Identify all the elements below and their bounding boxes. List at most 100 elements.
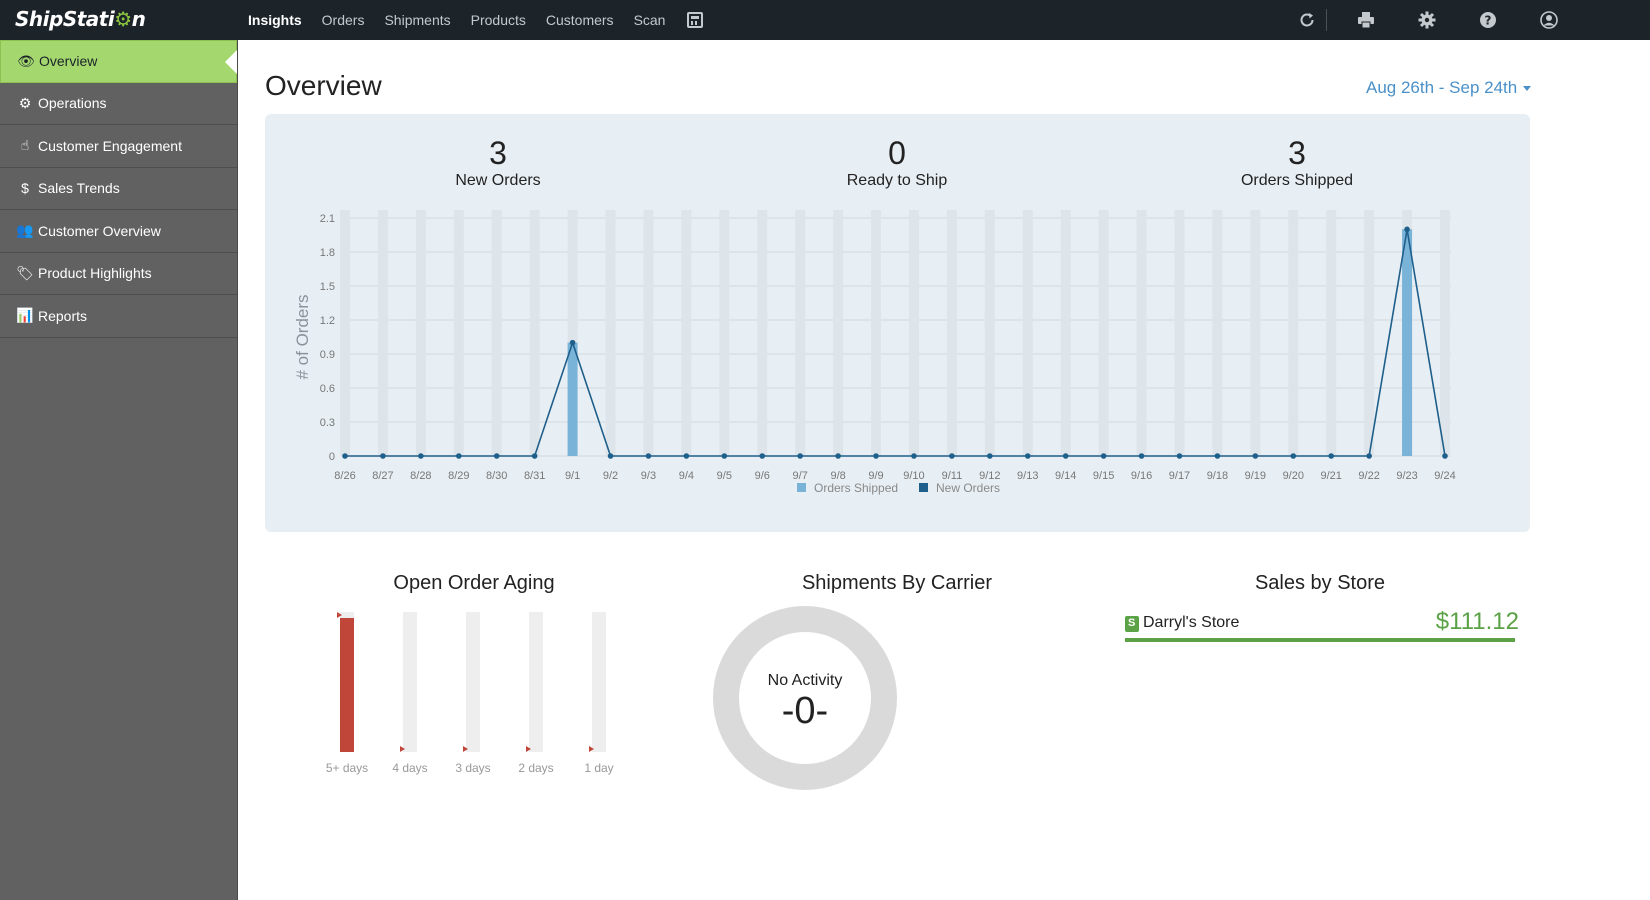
- orders-chart-panel: 3 New Orders 0 Ready to Ship 3 Orders Sh…: [265, 114, 1530, 532]
- y-tick-label: 0.9: [320, 349, 335, 361]
- aging-bar-track: [403, 612, 417, 752]
- shipstation-logo[interactable]: ShipStati⚙n: [15, 7, 146, 31]
- column-band: [1364, 210, 1375, 456]
- x-tick-label: 9/15: [1093, 470, 1114, 482]
- eye-icon: 👁: [17, 52, 35, 69]
- stat-value: 0: [888, 135, 906, 171]
- x-tick-label: 9/5: [717, 470, 732, 482]
- y-tick-label: 1.8: [320, 247, 335, 259]
- x-tick-label: 9/13: [1017, 470, 1038, 482]
- sidebar-item-label: Sales Trends: [38, 180, 120, 197]
- top-navigation-bar: ShipStati⚙n Insights Orders Shipments Pr…: [0, 0, 1650, 40]
- nav-insights[interactable]: Insights: [248, 12, 302, 28]
- sidebar-item-label: Customer Engagement: [38, 137, 182, 154]
- column-band: [1174, 210, 1185, 456]
- tags-icon: 🏷: [16, 264, 34, 281]
- gear-icon[interactable]: [1417, 10, 1437, 30]
- date-range-picker[interactable]: Aug 26th - Sep 24th: [1366, 78, 1532, 98]
- sidebar-item-label: Operations: [38, 95, 107, 112]
- sidebar: 👁 Overview ⚙ Operations ☝ Customer Engag…: [0, 40, 238, 900]
- column-band: [1098, 210, 1109, 456]
- help-icon[interactable]: ?: [1478, 10, 1498, 30]
- store-sales-value: $111.12: [1435, 608, 1519, 635]
- stat-ready-to-ship: 0 Ready to Ship: [797, 134, 997, 190]
- main-nav: Insights Orders Shipments Products Custo…: [248, 0, 704, 40]
- stat-orders-shipped: 3 Orders Shipped: [1197, 134, 1397, 190]
- point-new-orders: [911, 453, 917, 459]
- point-new-orders: [380, 453, 386, 459]
- point-new-orders: [1442, 453, 1448, 459]
- column-band: [833, 210, 844, 456]
- column-band: [1060, 210, 1071, 456]
- calculator-icon[interactable]: [687, 12, 704, 28]
- x-tick-label: 9/19: [1245, 470, 1266, 482]
- shipments-by-carrier-title: Shipments By Carrier: [801, 572, 993, 594]
- y-tick-label: 0.6: [320, 383, 335, 395]
- column-band: [946, 210, 957, 456]
- column-band: [1250, 210, 1261, 456]
- aging-marker: [589, 746, 594, 752]
- user-icon[interactable]: [1539, 10, 1559, 30]
- sidebar-item-product-highlights[interactable]: 🏷 Product Highlights: [0, 253, 237, 295]
- x-tick-label: 9/3: [641, 470, 656, 482]
- x-tick-label: 9/9: [868, 470, 883, 482]
- no-activity-label: No Activity: [767, 672, 843, 689]
- nav-shipments[interactable]: Shipments: [384, 12, 451, 28]
- point-new-orders: [835, 453, 841, 459]
- sidebar-item-operations[interactable]: ⚙ Operations: [0, 83, 237, 125]
- y-tick-label: 2.1: [320, 213, 335, 225]
- aging-label: 5+ days: [326, 761, 368, 775]
- nav-products[interactable]: Products: [470, 12, 526, 28]
- nav-orders[interactable]: Orders: [321, 12, 365, 28]
- column-band: [1136, 210, 1147, 456]
- store-row[interactable]: Darryl's Store $111.12: [1125, 608, 1519, 642]
- column-band: [719, 210, 730, 456]
- point-new-orders: [1366, 453, 1372, 459]
- sidebar-item-customer-engagement[interactable]: ☝ Customer Engagement: [0, 125, 237, 168]
- aging-bar-track: [466, 612, 480, 752]
- carrier-donut-chart: No Activity -0-: [713, 606, 897, 790]
- legend-label-new-orders: New Orders: [936, 481, 1000, 495]
- sidebar-item-sales-trends[interactable]: $ Sales Trends: [0, 168, 237, 210]
- x-tick-label: 8/28: [410, 470, 431, 482]
- column-band: [795, 210, 806, 456]
- stat-new-orders: 3 New Orders: [398, 134, 598, 190]
- x-tick-label: 9/22: [1358, 470, 1379, 482]
- x-tick-label: 9/4: [679, 470, 694, 482]
- nav-scan[interactable]: Scan: [633, 12, 666, 28]
- stat-label: Orders Shipped: [1240, 172, 1354, 189]
- column-band: [984, 210, 995, 456]
- point-new-orders: [759, 453, 766, 459]
- shopify-icon: [1125, 616, 1139, 632]
- point-new-orders: [1252, 453, 1259, 459]
- point-new-orders: [1176, 453, 1183, 459]
- stat-label: Ready to Ship: [846, 172, 948, 189]
- point-new-orders: [1404, 226, 1410, 233]
- x-tick-label: 9/16: [1131, 470, 1152, 482]
- y-tick-label: 1.5: [320, 281, 335, 293]
- refresh-icon[interactable]: [1297, 10, 1317, 30]
- x-tick-label: 9/14: [1055, 470, 1076, 482]
- sidebar-item-reports[interactable]: 📊 Reports: [0, 295, 237, 338]
- printer-icon[interactable]: [1356, 10, 1376, 30]
- column-band: [1288, 210, 1299, 456]
- stat-value: 3: [489, 135, 507, 171]
- users-icon: 👥: [16, 222, 34, 239]
- sidebar-item-customer-overview[interactable]: 👥 Customer Overview: [0, 210, 237, 253]
- aging-marker: [400, 746, 405, 752]
- gears-icon: ⚙: [18, 94, 32, 111]
- y-tick-label: 1.2: [320, 315, 335, 327]
- aging-bar-track: [592, 612, 606, 752]
- dollar-icon: $: [21, 180, 29, 197]
- x-tick-label: 8/31: [524, 470, 545, 482]
- nav-customers[interactable]: Customers: [545, 12, 614, 28]
- x-tick-label: 8/29: [448, 470, 469, 482]
- orders-chart: 0 0.3 0.6 0.9 1.2 1.5 1.8 2.1 # of Orders 8/26 8/2…: [293, 210, 1456, 495]
- point-new-orders: [683, 453, 690, 459]
- store-name: Darryl's Store: [1143, 614, 1240, 631]
- bar-orders-shipped: [1402, 229, 1413, 456]
- x-tick-label: 9/17: [1169, 470, 1190, 482]
- x-tick-label: 9/6: [755, 470, 770, 482]
- x-tick-label: 9/12: [979, 470, 1000, 482]
- sidebar-item-overview[interactable]: 👁 Overview: [0, 40, 237, 83]
